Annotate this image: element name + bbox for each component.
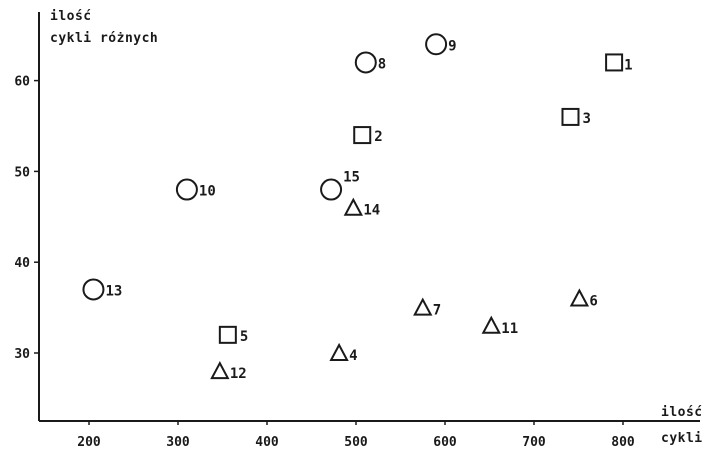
point-label: 15 — [343, 170, 360, 186]
triangle-marker — [413, 297, 433, 316]
x-tick-label: 200 — [77, 435, 101, 450]
y-axis-title-line-2: cykli różnych — [50, 31, 158, 46]
x-tick-label: 600 — [433, 435, 457, 450]
data-point-15: 15 — [320, 170, 360, 201]
data-point-14: 14 — [343, 197, 380, 219]
square-marker — [353, 126, 372, 145]
x-tick-label: 500 — [344, 435, 368, 450]
square-marker — [561, 107, 580, 126]
data-point-1: 1 — [605, 53, 633, 73]
x-axis-title: ilość cykli — [661, 405, 703, 446]
square-marker — [605, 53, 624, 72]
circle-marker — [354, 51, 377, 74]
data-point-3: 3 — [561, 107, 591, 127]
y-axis-title: ilość cykli różnych — [50, 9, 158, 46]
y-axis-title-line-1: ilość — [50, 9, 92, 24]
triangle-marker — [210, 361, 230, 380]
data-point-11: 11 — [481, 315, 518, 337]
triangle-marker — [569, 288, 590, 307]
point-label: 12 — [230, 366, 247, 382]
data-point-9: 9 — [425, 33, 457, 56]
x-axis-title-line-2: cykli — [661, 431, 703, 446]
point-label: 5 — [240, 329, 248, 345]
data-point-6: 6 — [569, 288, 598, 310]
circle-marker — [425, 33, 448, 56]
circle-marker — [82, 278, 105, 301]
x-tick-label: 800 — [611, 435, 635, 450]
point-label: 8 — [378, 56, 386, 72]
y-tick-label: 50 — [14, 165, 30, 180]
point-label: 14 — [363, 203, 380, 219]
data-point-10: 10 — [175, 178, 216, 201]
point-label: 13 — [105, 283, 122, 299]
point-label: 11 — [501, 321, 518, 337]
square-marker — [218, 325, 237, 344]
x-tick-label: 400 — [255, 435, 279, 450]
point-label: 2 — [374, 129, 382, 145]
triangle-marker — [343, 197, 363, 216]
x-ticks: 200 300 400 500 600 700 800 — [77, 421, 635, 450]
triangle-marker — [329, 342, 349, 361]
y-ticks: 30 40 50 60 — [14, 75, 39, 362]
y-tick-label: 30 — [14, 347, 30, 362]
triangle-marker — [481, 315, 501, 334]
data-point-4: 4 — [329, 342, 358, 364]
data-point-5: 5 — [218, 325, 248, 345]
circle-marker — [175, 178, 198, 201]
y-tick-label: 40 — [14, 256, 30, 271]
data-point-2: 2 — [353, 126, 383, 145]
data-point-12: 12 — [210, 361, 247, 382]
y-tick-label: 60 — [14, 75, 30, 90]
x-tick-label: 700 — [522, 435, 546, 450]
point-label: 7 — [433, 303, 441, 319]
point-label: 9 — [448, 38, 456, 54]
x-tick-label: 300 — [166, 435, 190, 450]
point-label: 1 — [624, 57, 632, 73]
data-point-13: 13 — [82, 278, 122, 301]
point-label: 10 — [199, 184, 216, 200]
circle-marker — [320, 178, 343, 201]
point-label: 6 — [589, 294, 597, 310]
data-point-8: 8 — [354, 51, 386, 74]
data-point-7: 7 — [413, 297, 441, 319]
point-label: 4 — [349, 348, 357, 364]
point-label: 3 — [582, 111, 590, 127]
x-axis-title-line-1: ilość — [661, 405, 703, 420]
